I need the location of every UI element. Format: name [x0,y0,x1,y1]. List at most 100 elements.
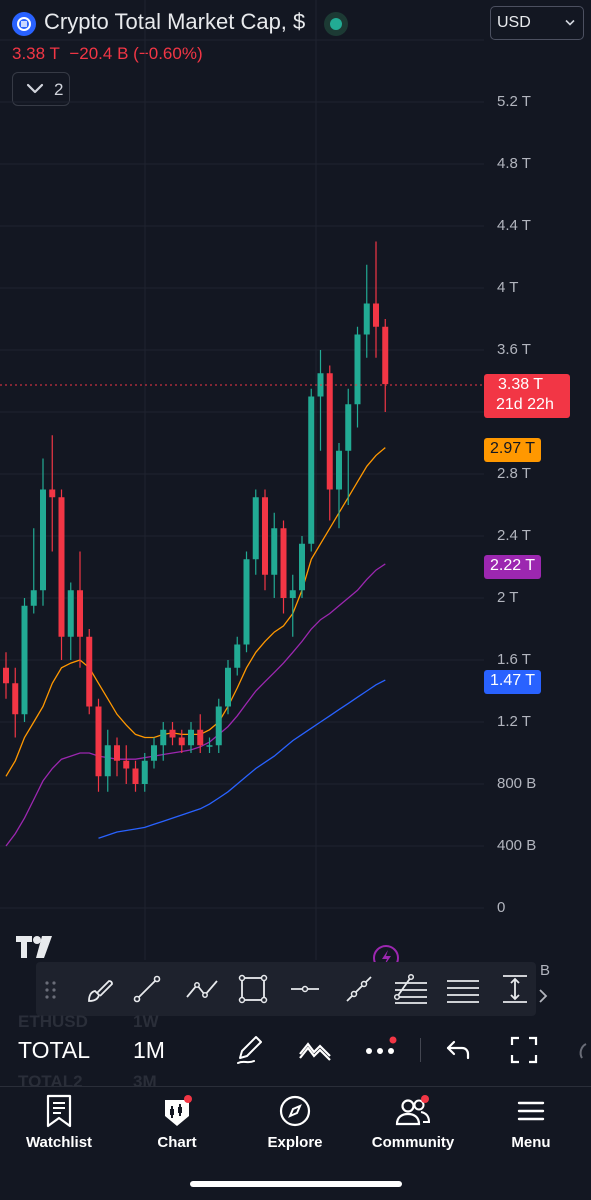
indicators-toggle-button[interactable]: 2 [12,72,70,106]
candle-body [326,373,333,490]
candle [326,365,333,521]
more-tools-edge-icon[interactable] [578,1040,591,1062]
candle-body [30,590,37,606]
candle-body [40,489,46,591]
candle-body [363,303,370,335]
tradingview-logo-icon [16,936,52,958]
menu-icon [517,1101,545,1121]
candle-body [188,729,194,746]
candle [21,598,28,722]
ray-tool-button[interactable] [334,962,382,1016]
price-axis-tick: 4.4 T [497,217,531,234]
candle [30,528,37,614]
nav-watchlist-label: Watchlist [25,1134,93,1151]
candle [3,652,9,699]
candle [67,582,74,660]
candle [308,388,315,552]
candle-body [234,644,241,668]
chevron-right-icon[interactable] [536,988,550,1004]
undo-icon[interactable] [444,1036,474,1064]
nav-explore[interactable]: Explore [236,1090,354,1160]
currency-select[interactable]: USD [490,6,584,40]
candle-body [345,404,352,451]
horizontal-line-icon [291,985,319,993]
candle [280,520,287,614]
nav-community[interactable]: Community [354,1090,472,1160]
price-axis-tick: 1.6 T [497,651,531,668]
rectangle-icon [238,974,268,1004]
parallel-channel-icon [447,980,479,1003]
candle [373,241,379,358]
measure-tool-button[interactable] [490,962,538,1016]
drawing-tools-icon[interactable] [234,1034,266,1066]
rectangle-tool-button[interactable] [228,962,276,1016]
candle [40,458,46,606]
price-axis-tick: 4 T [497,279,519,296]
candle-body [373,303,379,327]
brush-icon [88,980,113,1002]
candle [345,388,352,505]
more-button[interactable] [362,1036,400,1064]
fib-retracement-icon [393,973,427,1004]
parallel-channel-tool-button[interactable] [436,962,484,1016]
symbol-title[interactable]: Crypto Total Market Cap, $ [44,9,306,34]
candle-body [49,489,56,498]
chart-grid [0,0,484,960]
candle [225,660,231,715]
candle-body [77,590,83,637]
people-icon [395,1095,431,1126]
candle [197,714,204,753]
path-tool-button[interactable] [176,962,224,1016]
candle-body [262,497,268,575]
nav-menu[interactable]: Menu [472,1090,590,1160]
toolbar-divider [420,1038,421,1062]
drag-handle-icon[interactable] [44,980,58,1000]
nav-watchlist[interactable]: Watchlist [0,1090,118,1160]
nav-community-label: Community [371,1134,455,1151]
fullscreen-icon[interactable] [508,1034,540,1066]
candle-body [206,745,213,747]
candle [151,737,157,769]
ma100-badge: 1.47 T [484,670,542,694]
home-indicator[interactable] [190,1181,402,1187]
candle [363,264,370,358]
last-price-badge-value: 3.38 T [498,376,544,393]
chevron-down-icon [565,19,575,26]
price-axis-tick: 0 [497,899,506,916]
compass-icon [279,1095,311,1127]
candle-body [123,760,130,769]
candle-body [12,683,19,715]
chevron-down-icon [26,83,44,94]
interval-selector[interactable]: 1M [133,1037,165,1063]
indicators-count: 2 [54,80,64,99]
candle-body [354,334,361,405]
price-axis-tick: 400 B [497,837,537,854]
candle [104,729,111,792]
symbol-selector[interactable]: TOTAL [18,1037,90,1063]
trend-line-tool-button[interactable] [122,962,170,1016]
price-axis-tick: 800 B [497,775,537,792]
candle [188,722,194,753]
candle [262,489,268,591]
nav-chart-label: Chart [157,1134,197,1151]
indicators-icon[interactable] [298,1036,332,1064]
fib-retracement-tool-button[interactable] [384,962,432,1016]
brush-tool-button[interactable] [76,962,124,1016]
price-chart[interactable] [0,0,591,960]
candle-body [308,396,315,544]
candle-body [252,497,259,560]
candlestick-series [3,241,389,792]
candle [132,760,139,792]
horizontal-line-tool-button[interactable] [280,962,328,1016]
measure-icon [503,975,527,1003]
more-dots-icon [366,1036,397,1054]
ma-line-1 [5,447,386,777]
candle-body [271,528,278,575]
candle-body [114,745,120,761]
price-change-percent: (−0.60%) [133,44,203,63]
candle-body [336,450,342,490]
candle-body [178,737,185,746]
drawing-toolbar [36,962,536,1016]
nav-chart[interactable]: Chart [118,1090,236,1160]
market-status-icon[interactable] [324,12,348,36]
